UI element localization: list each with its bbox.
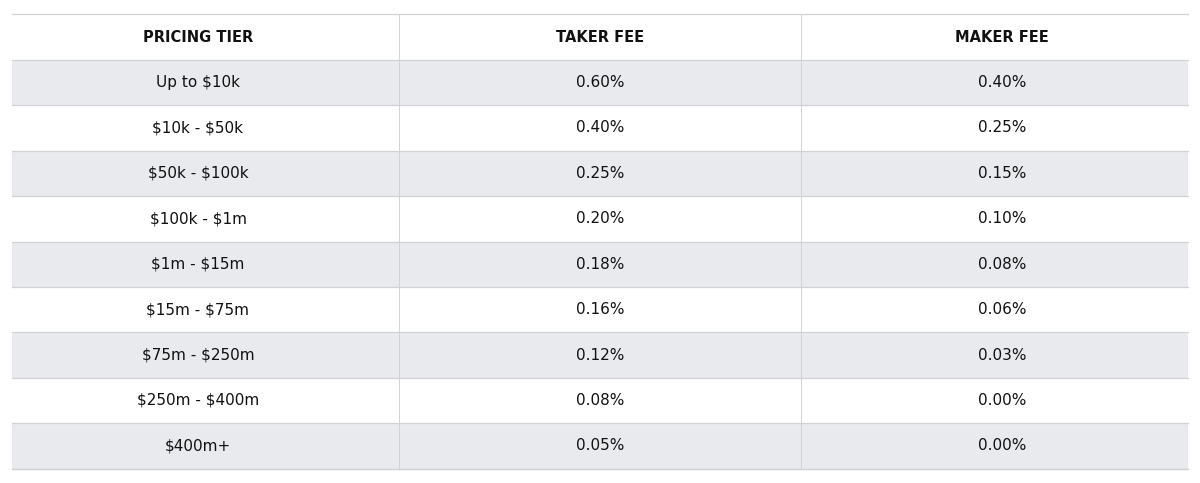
Text: 0.25%: 0.25% (576, 166, 624, 181)
Text: 0.18%: 0.18% (576, 256, 624, 272)
Bar (12, 14, 1188, 60)
Bar (12, 196, 1188, 242)
Text: \$250m - \$400m: \$250m - \$400m (137, 393, 259, 408)
Bar (12, 332, 1188, 378)
Bar (12, 378, 1188, 423)
Text: \$1m - \$15m: \$1m - \$15m (151, 256, 245, 272)
Text: 0.20%: 0.20% (576, 211, 624, 227)
Text: PRICING TIER: PRICING TIER (143, 29, 253, 45)
Text: 0.25%: 0.25% (978, 120, 1026, 136)
Bar (12, 242, 1188, 287)
Bar (12, 423, 1188, 469)
Text: 0.15%: 0.15% (978, 166, 1026, 181)
Text: 0.00%: 0.00% (978, 438, 1026, 454)
Text: \$15m - \$75m: \$15m - \$75m (146, 302, 250, 317)
Text: 0.06%: 0.06% (978, 302, 1026, 317)
Text: \$50k - \$100k: \$50k - \$100k (148, 166, 248, 181)
Text: 0.60%: 0.60% (576, 75, 624, 90)
Text: \$10k - \$50k: \$10k - \$50k (152, 120, 244, 136)
Bar (12, 105, 1188, 151)
Text: Up to \$10k: Up to \$10k (156, 75, 240, 90)
Text: 0.16%: 0.16% (576, 302, 624, 317)
Text: 0.00%: 0.00% (978, 393, 1026, 408)
Text: \$75m - \$250m: \$75m - \$250m (142, 347, 254, 363)
Bar (12, 151, 1188, 196)
Text: 0.05%: 0.05% (576, 438, 624, 454)
Bar (12, 287, 1188, 332)
Text: 0.10%: 0.10% (978, 211, 1026, 227)
Text: 0.08%: 0.08% (978, 256, 1026, 272)
Text: 0.03%: 0.03% (978, 347, 1026, 363)
Text: 0.40%: 0.40% (576, 120, 624, 136)
Bar (12, 60, 1188, 105)
Text: \$100k - \$1m: \$100k - \$1m (150, 211, 246, 227)
Text: MAKER FEE: MAKER FEE (955, 29, 1049, 45)
Text: 0.12%: 0.12% (576, 347, 624, 363)
Text: 0.08%: 0.08% (576, 393, 624, 408)
Text: 0.40%: 0.40% (978, 75, 1026, 90)
Text: TAKER FEE: TAKER FEE (556, 29, 644, 45)
Text: \$400m+: \$400m+ (164, 438, 232, 454)
